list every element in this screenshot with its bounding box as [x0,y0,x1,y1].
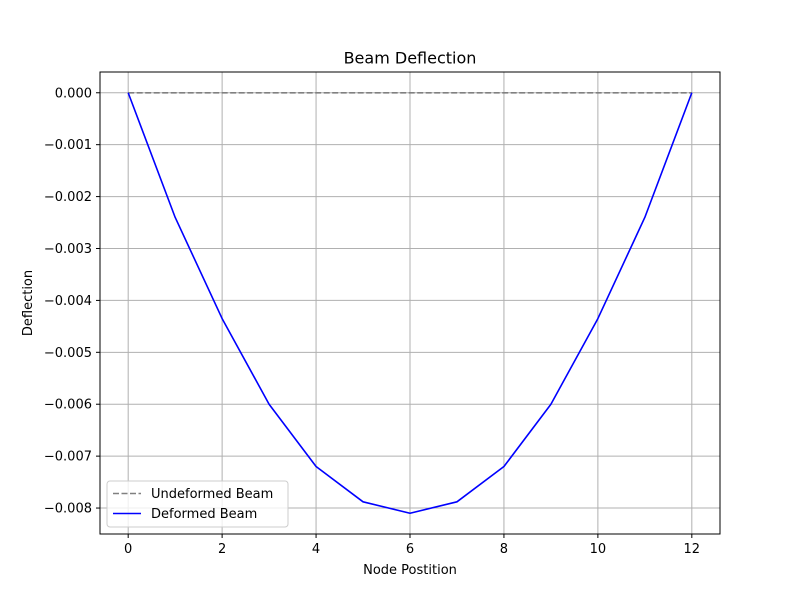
y-tick-label: −0.006 [44,398,92,413]
y-tick-label: −0.001 [44,138,92,153]
chart-title: Beam Deflection [344,49,477,68]
legend-label-2: Deformed Beam [151,507,257,522]
x-tick-label: 12 [684,542,701,557]
x-tick-label: 10 [590,542,607,557]
legend: Undeformed Beam Deformed Beam [106,480,289,528]
grid [100,72,720,534]
y-tick-label: 0.000 [55,86,92,101]
x-tick-label: 4 [312,542,320,557]
x-tick-label: 2 [218,542,226,557]
y-axis-ticks: 0.000 −0.001 −0.002 −0.003 −0.004 −0.005 −0.00… [44,86,100,517]
x-tick-label: 8 [500,542,508,557]
y-tick-label: −0.005 [44,346,92,361]
legend-box [106,480,289,528]
x-axis-ticks: 0 2 4 6 8 10 12 [124,534,700,557]
legend-label-1: Undeformed Beam [151,487,273,502]
x-tick-label: 0 [124,542,132,557]
y-tick-label: −0.008 [44,502,92,517]
y-tick-label: −0.004 [44,294,92,309]
plot-series [127,91,693,515]
y-tick-label: −0.007 [44,450,92,465]
y-tick-label: −0.003 [44,242,92,257]
x-tick-label: 6 [406,542,414,557]
series-line-2 [127,92,693,515]
x-axis-title: Node Postition [363,563,457,578]
y-tick-label: −0.002 [44,190,92,205]
y-axis-title: Deflection [21,270,36,336]
